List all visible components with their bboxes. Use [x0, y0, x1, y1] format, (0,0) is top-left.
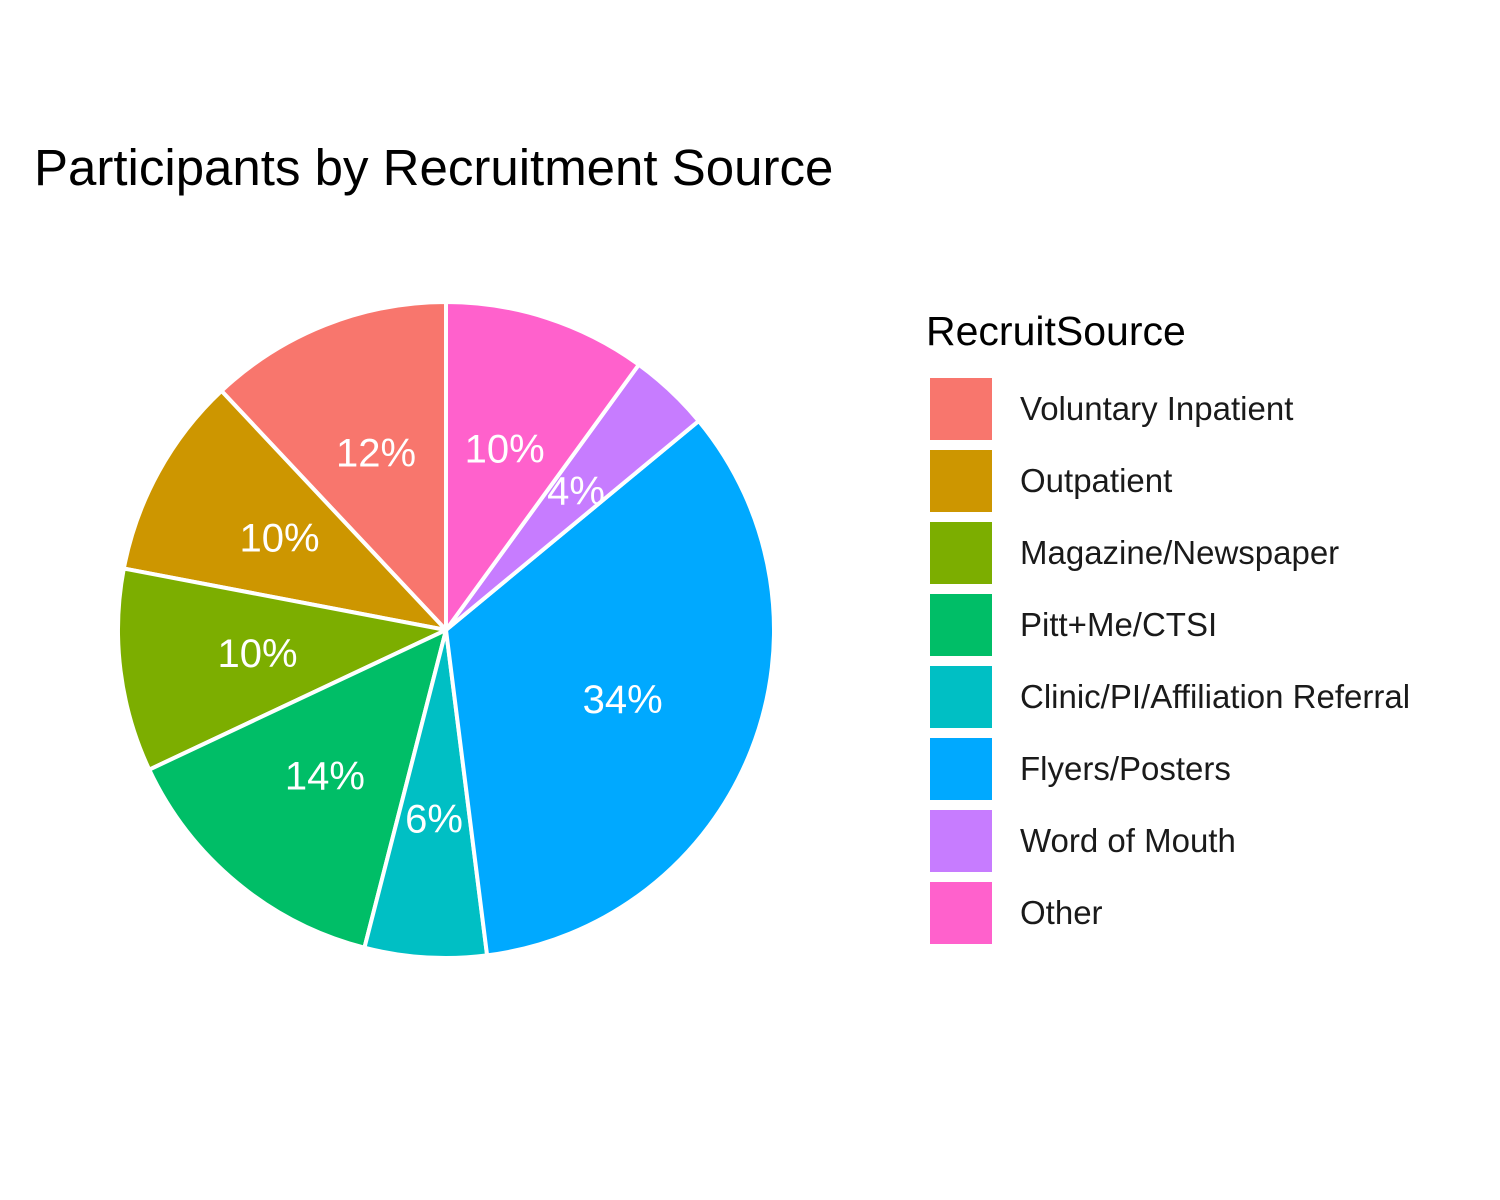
legend-item: Other [926, 877, 1410, 949]
legend-label: Other [1020, 894, 1103, 931]
legend: RecruitSource Voluntary Inpatient Outpati… [926, 308, 1410, 949]
pie-slice-voluntary-inpatient [219, 300, 448, 632]
legend-color-key [930, 738, 992, 800]
slice-label: 14% [285, 754, 365, 798]
legend-item: Magazine/Newspaper [926, 517, 1410, 589]
legend-color-key [930, 882, 992, 944]
legend-item: Flyers/Posters [926, 733, 1410, 805]
pie-slice-labels: 12%10%10%14%6%34%4%10% [217, 427, 662, 841]
legend-label: Voluntary Inpatient [1020, 390, 1294, 427]
slice-label: 4% [547, 469, 605, 513]
legend-item: Word of Mouth [926, 805, 1410, 877]
slice-label: 12% [336, 431, 416, 475]
legend-color-key [930, 450, 992, 512]
pie-slice-magazine-newspaper [116, 566, 448, 772]
legend-label: Word of Mouth [1020, 822, 1236, 859]
legend-color-key [930, 810, 992, 872]
pie-slice-outpatient [121, 388, 448, 632]
legend-label: Magazine/Newspaper [1020, 534, 1340, 571]
legend-color-key [930, 594, 992, 656]
legend-item: Pitt+Me/CTSI [926, 589, 1410, 661]
slice-label: 10% [465, 427, 545, 471]
legend-color-key [930, 522, 992, 584]
pie-slice-pitt-me-ctsi [147, 628, 448, 950]
pie-slice-other [444, 300, 641, 632]
legend-color-key [930, 378, 992, 440]
legend-item: Outpatient [926, 445, 1410, 517]
slice-label: 10% [239, 516, 319, 560]
legend-item: Voluntary Inpatient [926, 373, 1410, 445]
legend-item: Clinic/PI/Affiliation Referral [926, 661, 1410, 733]
slice-label: 34% [583, 678, 663, 722]
legend-title: RecruitSource [926, 308, 1186, 354]
legend-label: Clinic/PI/Affiliation Referral [1020, 678, 1411, 715]
legend-items: Voluntary Inpatient Outpatient Magazine/Ne… [926, 373, 1410, 949]
slice-label: 10% [217, 632, 297, 676]
chart-title: Participants by Recruitment Source [34, 139, 834, 196]
legend-label: Flyers/Posters [1020, 750, 1231, 787]
legend-color-key [930, 666, 992, 728]
pie-slice-flyers-posters [444, 418, 776, 958]
pie-slices [116, 300, 776, 960]
legend-label: Pitt+Me/CTSI [1020, 606, 1218, 643]
slice-label: 6% [405, 798, 463, 842]
pie-slice-clinic-pi-affiliation-referral [362, 628, 490, 960]
legend-label: Outpatient [1020, 462, 1173, 499]
